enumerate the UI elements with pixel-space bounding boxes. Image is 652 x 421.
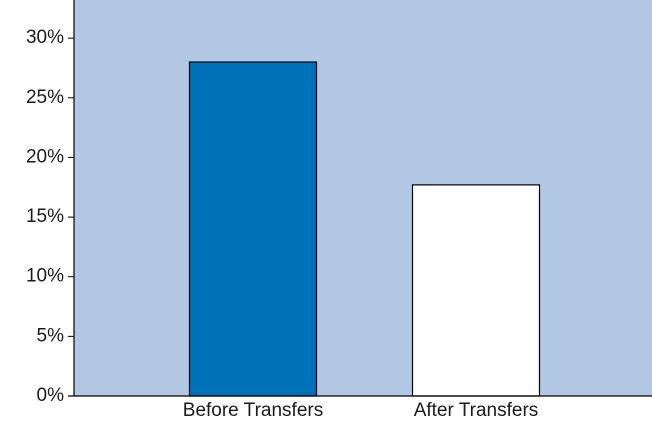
y-tick-label: 15%	[26, 206, 64, 227]
y-tick-label: 10%	[26, 266, 64, 287]
y-tick-label: 20%	[26, 146, 64, 167]
y-tick-label: 30%	[26, 27, 64, 48]
y-tick-label: 0%	[37, 385, 65, 406]
plot-area	[74, 0, 652, 396]
x-tick-label: Before Transfers	[183, 400, 323, 421]
bar	[411, 184, 541, 397]
x-tick-label: After Transfers	[414, 400, 539, 421]
y-tick-label: 25%	[26, 87, 64, 108]
y-tick-label: 5%	[37, 325, 65, 346]
bar	[188, 61, 318, 397]
